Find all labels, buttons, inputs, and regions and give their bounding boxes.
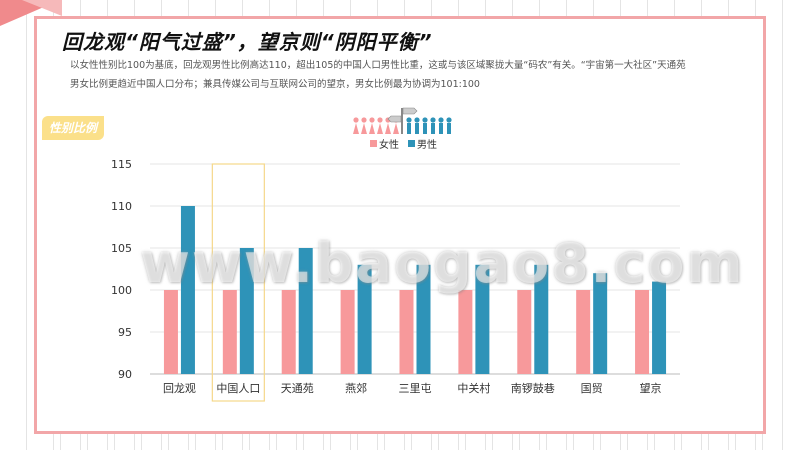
male-bar: [534, 264, 549, 374]
x-tick-label: 中国人口: [216, 382, 260, 395]
female-bar: [517, 290, 532, 374]
x-tick-label: 国贸: [581, 382, 603, 395]
legend-label: 男性: [417, 138, 437, 151]
female-bar: [222, 290, 237, 374]
y-tick-label: 110: [111, 200, 132, 213]
male-bar: [475, 264, 490, 374]
x-tick-label: 天通苑: [281, 382, 314, 395]
y-tick-label: 105: [111, 242, 132, 255]
chart-gridlines: [150, 163, 680, 375]
female-bar: [340, 290, 355, 374]
legend-label: 女性: [379, 138, 399, 151]
signpost-icon: [387, 107, 418, 134]
male-bar: [357, 264, 372, 374]
chart-legend: 女性 男性: [370, 138, 437, 151]
frame-bottom-strip: [34, 434, 766, 450]
male-bar: [652, 281, 667, 374]
corner-ribbon-accent-icon: [22, 0, 62, 16]
male-bar: [593, 273, 608, 374]
x-tick-label: 三里屯: [399, 382, 432, 395]
male-bar: [180, 206, 195, 374]
y-tick-label: 95: [118, 326, 132, 339]
female-bar: [635, 290, 650, 374]
x-tick-label: 回龙观: [163, 382, 196, 395]
male-people-icon: [406, 117, 452, 134]
legend-swatch: [370, 140, 377, 147]
x-tick-label: 望京: [640, 381, 662, 395]
y-tick-label: 100: [111, 284, 132, 297]
legend-swatch: [408, 140, 415, 147]
x-tick-label: 燕郊: [345, 382, 367, 395]
male-bar: [298, 248, 313, 374]
y-tick-label: 115: [111, 158, 132, 171]
female-bar: [458, 290, 473, 374]
highlight-box: [211, 163, 265, 402]
chart-bars: [163, 206, 667, 374]
x-axis: 回龙观 中国人口 天通苑 燕郊 三里屯 中关村 南锣鼓巷 国贸 望京: [163, 381, 662, 395]
female-bar: [399, 290, 414, 374]
male-bar: [239, 248, 254, 374]
description: 以女性性别比100为基底，回龙观男性比例高达110，超出105的中国人口男性比重…: [70, 56, 750, 94]
description-line-2: 男女比例更趋近中国人口分布；兼具传媒公司与互联网公司的望京，男女比例最为协调为1…: [70, 79, 480, 90]
y-tick-label: 90: [118, 368, 132, 381]
gender-people-signpost-icon: [353, 107, 452, 134]
section-tag: 性别比例: [42, 116, 104, 140]
x-tick-label: 南锣鼓巷: [511, 381, 555, 395]
female-people-icon: [353, 117, 399, 134]
female-bar: [163, 290, 178, 374]
female-bar: [281, 290, 296, 374]
female-bar: [576, 290, 591, 374]
x-tick-label: 中关村: [457, 381, 490, 395]
male-bar: [416, 264, 431, 374]
page-title: 回龙观“阳气过盛”，望京则“阴阳平衡”: [62, 30, 433, 54]
y-axis: 90 95 100 105 110 115: [111, 158, 132, 381]
highlight-frame: [211, 163, 265, 402]
description-line-1: 以女性性别比100为基底，回龙观男性比例高达110，超出105的中国人口男性比重…: [70, 60, 686, 71]
